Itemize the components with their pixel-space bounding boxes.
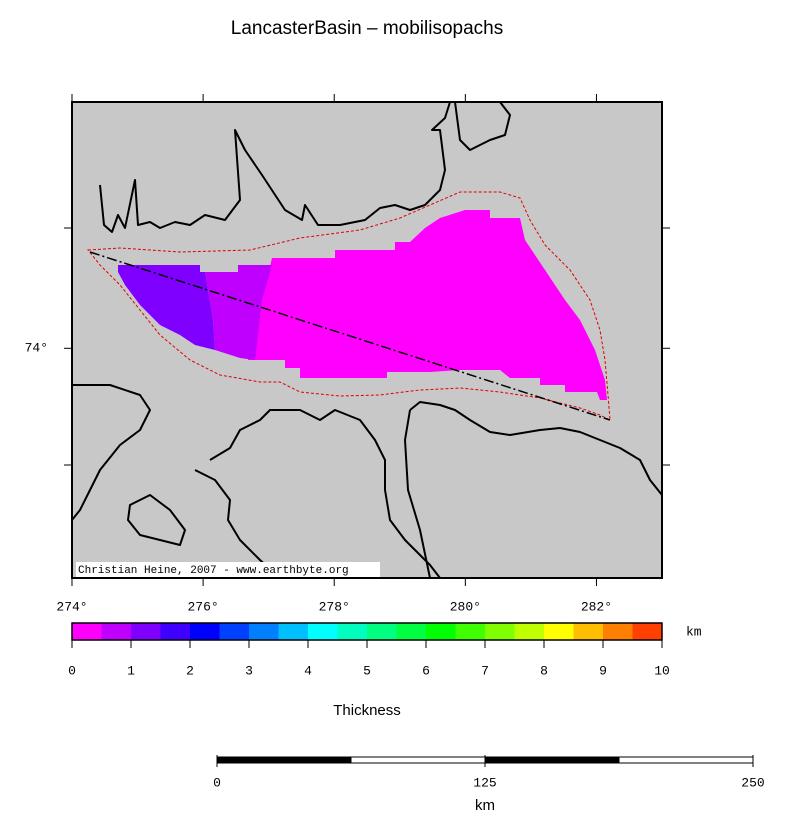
colorbar-tick-label: 8 [540, 663, 548, 678]
colorbar-tick-label: 10 [654, 663, 670, 678]
x-tick-label: 282° [581, 599, 612, 614]
isopach-1-1.5 [118, 265, 215, 350]
colorbar-unit: km [686, 624, 702, 639]
colorbar-tick-label: 1 [127, 663, 135, 678]
isopach-0-0.5 [248, 210, 607, 400]
credit: Christian Heine, 2007 - www.earthbyte.or… [78, 565, 349, 577]
colorbar-swatch [485, 623, 515, 640]
colorbar-swatch [308, 623, 338, 640]
colorbar-swatch [160, 623, 190, 640]
scalebar-segment [350, 756, 486, 764]
colorbar-tick-label: 2 [186, 663, 194, 678]
coastlines [71, 101, 663, 579]
y-tick-label: 74° [25, 341, 48, 356]
frame-minor-ticks [64, 227, 670, 466]
colorbar-swatch [396, 623, 426, 640]
colorbar-label: Thickness [333, 702, 401, 719]
x-tick-label: 278° [319, 599, 350, 614]
scalebar-tick-label: 125 [473, 775, 496, 790]
colorbar-swatch [455, 623, 485, 640]
colorbar-swatch [131, 623, 161, 640]
isopach-0.5-1 [205, 265, 272, 360]
colorbar-swatch [514, 623, 544, 640]
colorbar-swatch [72, 623, 102, 640]
colorbar-swatch [337, 623, 367, 640]
x-tick-label: 276° [188, 599, 219, 614]
colorbar-swatch [603, 623, 633, 640]
scalebar-segment [216, 756, 352, 764]
scalebar-tick-label: 250 [741, 775, 764, 790]
isopach [118, 210, 607, 400]
scalebar-unit: km [475, 797, 495, 814]
colorbar-swatch [544, 623, 574, 640]
scalebar-segment [618, 756, 754, 764]
section-line [89, 251, 611, 421]
colorbar-swatch [101, 623, 131, 640]
colorbar-tick-label: 5 [363, 663, 371, 678]
colorbar-tick-label: 0 [68, 663, 76, 678]
colorbar-swatch [426, 623, 456, 640]
colorbar-swatch [278, 623, 308, 640]
scalebar-tick-label: 0 [213, 775, 221, 790]
basin-outline [87, 191, 611, 421]
map-frame [71, 101, 663, 579]
x-tick-label: 274° [56, 599, 87, 614]
colorbar-tick-label: 4 [304, 663, 312, 678]
colorbar-swatch [573, 623, 603, 640]
colorbar-swatch [190, 623, 220, 640]
colorbar-tick-label: 6 [422, 663, 430, 678]
colorbar-tick-label: 7 [481, 663, 489, 678]
colorbar-swatch [632, 623, 662, 640]
scalebar-segment [484, 756, 620, 764]
colorbar-tick-label: 3 [245, 663, 253, 678]
x-tick-label: 280° [450, 599, 481, 614]
colorbar-swatch [249, 623, 279, 640]
colorbar-swatch [219, 623, 249, 640]
colorbar-tick-label: 9 [599, 663, 607, 678]
title: LancasterBasin – mobilisopachs [231, 18, 504, 39]
credit-box [76, 562, 380, 578]
colorbar-swatch [367, 623, 397, 640]
